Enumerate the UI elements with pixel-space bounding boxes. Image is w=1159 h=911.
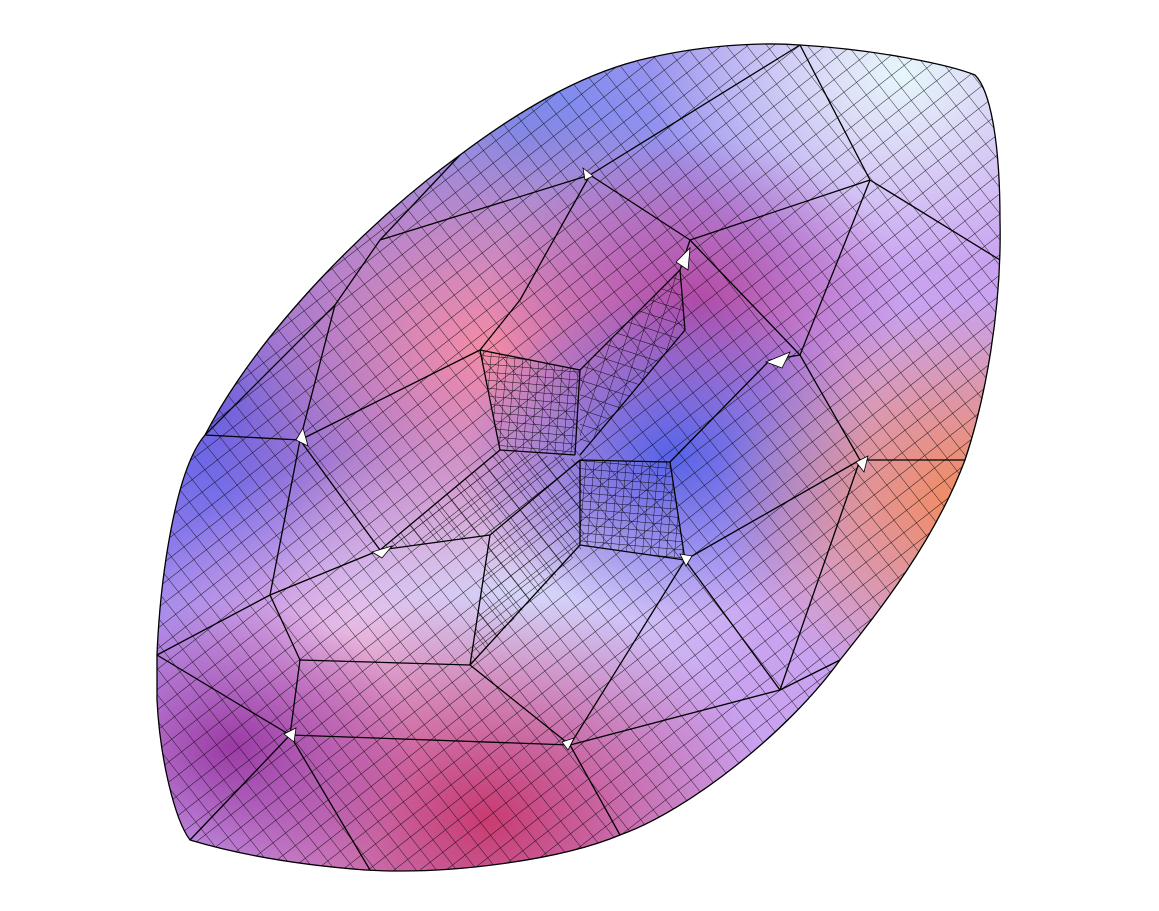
facet-gaps xyxy=(283,167,869,751)
facet-edges xyxy=(156,43,1001,872)
